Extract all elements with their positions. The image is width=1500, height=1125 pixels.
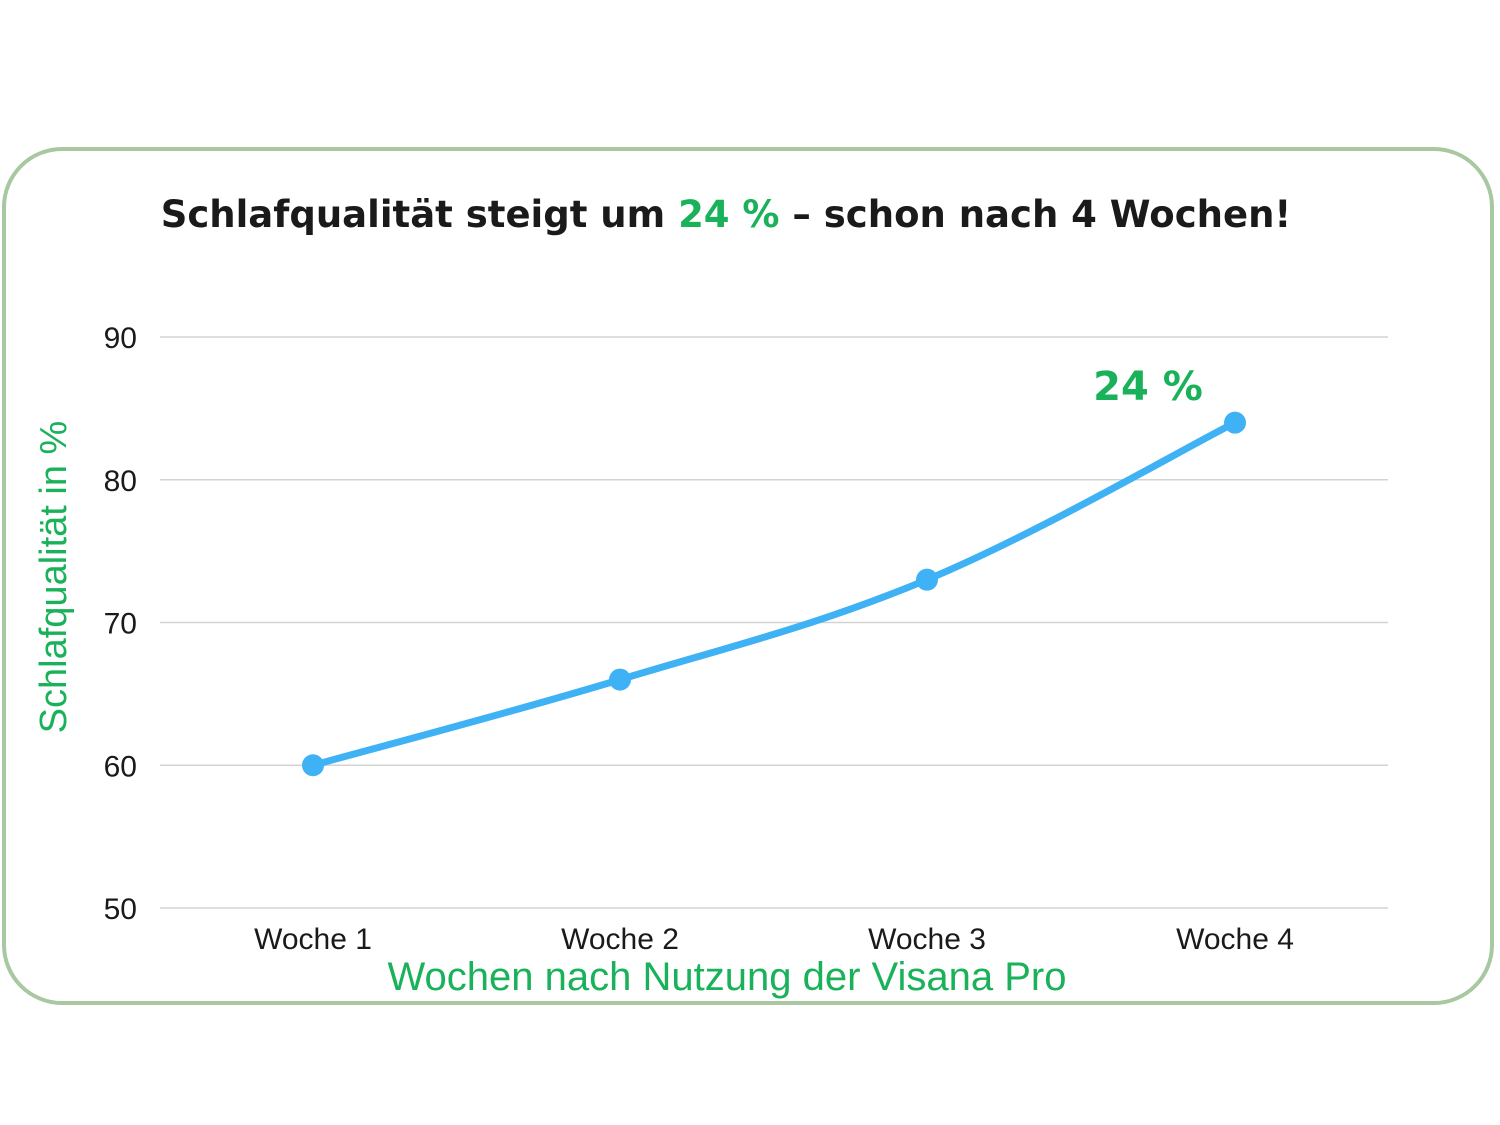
y-axis-label: Schlafqualität in % [33,421,75,734]
x-tick-label: Woche 4 [1176,923,1294,956]
data-points [302,411,1246,777]
y-tick-label: 70 [104,608,137,641]
x-tick-label: Woche 1 [254,923,372,956]
x-tick-label: Woche 3 [868,923,986,956]
chart-title: Schlafqualität steigt um 24 % – schon na… [0,193,1452,236]
y-tick-label: 60 [104,750,137,783]
chart-card [2,147,1494,1005]
data-point-3 [916,568,938,591]
title-suffix: – schon nach 4 Wochen! [779,193,1292,236]
data-point-1 [302,754,324,777]
annotation-label: 24 % [1093,364,1203,410]
y-tick-label: 80 [104,465,137,498]
grid-lines [160,336,1388,909]
data-point-2 [609,668,631,691]
x-axis-label: Wochen nach Nutzung der Visana Pro [388,955,1067,999]
series-line [309,419,1239,769]
series [309,419,1239,769]
annotations: 24 % [1093,364,1203,410]
title-highlight: 24 % [678,193,780,236]
x-tick-label: Woche 2 [561,923,679,956]
y-tick-label: 50 [104,893,137,926]
data-point-4 [1224,411,1246,434]
x-tick-labels: Woche 1 Woche 2 Woche 3 Woche 4 [254,923,1294,956]
title-prefix: Schlafqualität steigt um [160,193,679,236]
y-tick-label: 90 [104,322,137,355]
y-tick-labels: 50 60 70 80 90 [104,322,137,926]
